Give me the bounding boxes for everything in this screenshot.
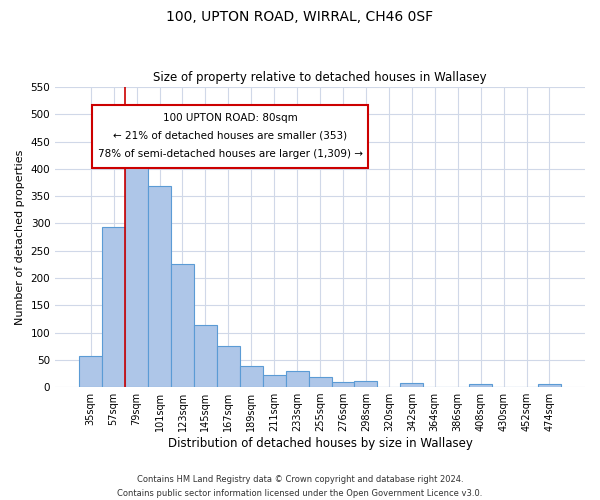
Y-axis label: Number of detached properties: Number of detached properties (15, 150, 25, 325)
Bar (469, 384, 492, 387)
Title: Size of property relative to detached houses in Wallasey: Size of property relative to detached ho… (153, 72, 487, 85)
Bar (102, 228, 125, 387)
Text: 78% of semi-detached houses are larger (1,309) →: 78% of semi-detached houses are larger (… (98, 148, 362, 158)
X-axis label: Distribution of detached houses by size in Wallasey: Distribution of detached houses by size … (167, 437, 473, 450)
Bar (148, 186, 171, 387)
Bar (538, 384, 561, 387)
Bar (263, 375, 286, 387)
Text: ← 21% of detached houses are smaller (353): ← 21% of detached houses are smaller (35… (113, 130, 347, 140)
Text: 100 UPTON ROAD: 80sqm: 100 UPTON ROAD: 80sqm (163, 112, 298, 122)
Text: 100, UPTON ROAD, WIRRAL, CH46 0SF: 100, UPTON ROAD, WIRRAL, CH46 0SF (166, 10, 434, 24)
Bar (400, 382, 423, 387)
Bar (355, 381, 377, 387)
Bar (286, 372, 308, 387)
Bar (240, 366, 263, 387)
FancyBboxPatch shape (92, 105, 368, 168)
Bar (217, 346, 240, 387)
Bar (308, 378, 332, 387)
Bar (79, 356, 102, 387)
Text: Contains HM Land Registry data © Crown copyright and database right 2024.
Contai: Contains HM Land Registry data © Crown c… (118, 476, 482, 498)
Bar (332, 382, 355, 387)
Bar (171, 264, 194, 387)
Bar (125, 152, 148, 387)
Bar (194, 326, 217, 387)
